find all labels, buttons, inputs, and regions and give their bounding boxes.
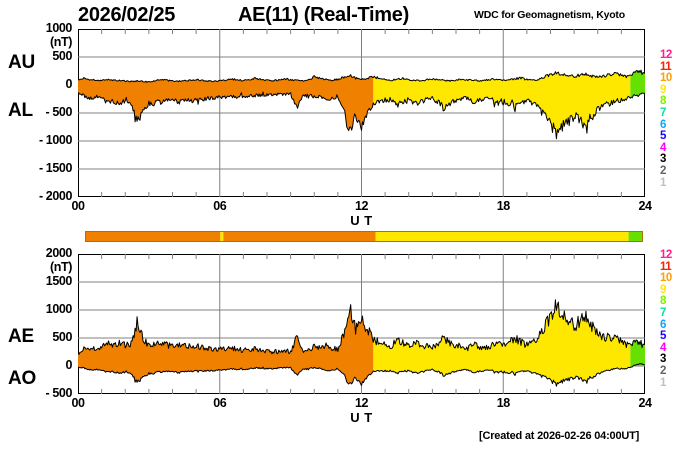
ae-ao-ytick--500: - 500 [45,386,73,400]
au-al-xtick-12: 12 [354,199,369,213]
created-timestamp: [Created at 2026-02-26 04:00UT] [479,430,640,442]
ae-ao-y-unit-label: (nT) [50,260,72,274]
ae-ao-xtick-00: 00 [71,396,85,410]
au-al-legend-item-6: 6 [660,118,666,131]
ae-ao-xtick-18: 18 [496,396,511,410]
au-al-legend-item-9: 9 [660,83,666,96]
ae-ao-xtick-12: 12 [354,396,369,410]
ae-ao-legend-item-11: 11 [660,260,672,273]
ae-ao-legend-item-3: 3 [660,353,666,366]
row-label-ao: AO [8,368,37,389]
au-al-legend-item-7: 7 [660,106,666,119]
au-al-xtick-06: 06 [213,199,227,213]
ae-ao-plot-canvas [78,254,645,394]
au-al-legend-item-5: 5 [660,130,666,143]
au-al-legend-item-11: 11 [660,60,672,73]
au-al-legend-item-4: 4 [660,141,666,154]
au-al-x-axis-title: U T [350,213,373,228]
color-scale-legend-bottom: 12 11 10 9 8 7 6 5 4 3 2 1 [660,249,688,389]
ae-ao-ytick-0: 0 [65,358,72,372]
row-label-au: AU [8,52,36,73]
au-al-ytick-500: 500 [52,49,72,63]
ae-ao-legend-item-9: 9 [660,283,666,296]
row-label-al: AL [8,100,33,121]
ae-ao-legend-item-7: 7 [660,306,666,319]
ae-ao-legend-item-1: 1 [660,376,666,389]
au-al-chart-panel [78,29,645,197]
au-al-plot-canvas [78,29,645,197]
header-credit: WDC for Geomagnetism, Kyoto [474,9,625,21]
ae-ao-legend-item-6: 6 [660,318,666,331]
au-al-ytick--1500: - 1500 [38,161,72,175]
ae-ao-legend-item-8: 8 [660,295,666,308]
au-al-y-unit-label: (nT) [50,35,72,49]
au-al-ytick-1000: 1000 [45,21,73,35]
page-title: AE(11) (Real-Time) [238,4,409,26]
au-al-ytick--2000: - 2000 [38,189,72,203]
ae-ao-chart-panel [78,254,645,394]
ae-ao-legend-item-5: 5 [660,330,666,343]
row-label-ae: AE [8,326,34,347]
ae-ao-ytick-1000: 1000 [45,302,73,316]
ae-ao-ytick-2000: 2000 [45,246,73,260]
au-al-legend-item-10: 10 [660,72,672,85]
au-al-ytick--500: - 500 [45,105,73,119]
au-al-legend-item-3: 3 [660,153,666,166]
ae-ao-xtick-06: 06 [213,396,227,410]
au-al-xtick-24: 24 [638,199,652,213]
ae-ao-xtick-24: 24 [638,396,652,410]
header-date: 2026/02/25 [78,4,176,26]
ae-ao-legend-item-2: 2 [660,364,666,377]
au-al-legend-item-8: 8 [660,95,666,108]
ae-ao-legend-item-12: 12 [660,249,672,261]
au-al-legend-item-2: 2 [660,164,666,177]
au-al-legend-item-12: 12 [660,49,672,61]
au-al-legend-item-1: 1 [660,176,666,189]
ae-ao-legend-item-10: 10 [660,272,672,285]
au-al-ytick--1000: - 1000 [38,133,72,147]
station-availability-colorbar [85,231,643,242]
ae-ao-ytick-1500: 1500 [45,274,73,288]
ae-ao-legend-item-4: 4 [660,341,666,354]
color-scale-legend-top: 12 11 10 9 8 7 6 5 4 3 2 1 [660,49,688,189]
au-al-ytick-0: 0 [65,77,72,91]
au-al-xtick-00: 00 [71,199,85,213]
ae-ao-x-axis-title: U T [350,410,373,425]
au-al-xtick-18: 18 [496,199,511,213]
ae-ao-ytick-500: 500 [52,330,72,344]
